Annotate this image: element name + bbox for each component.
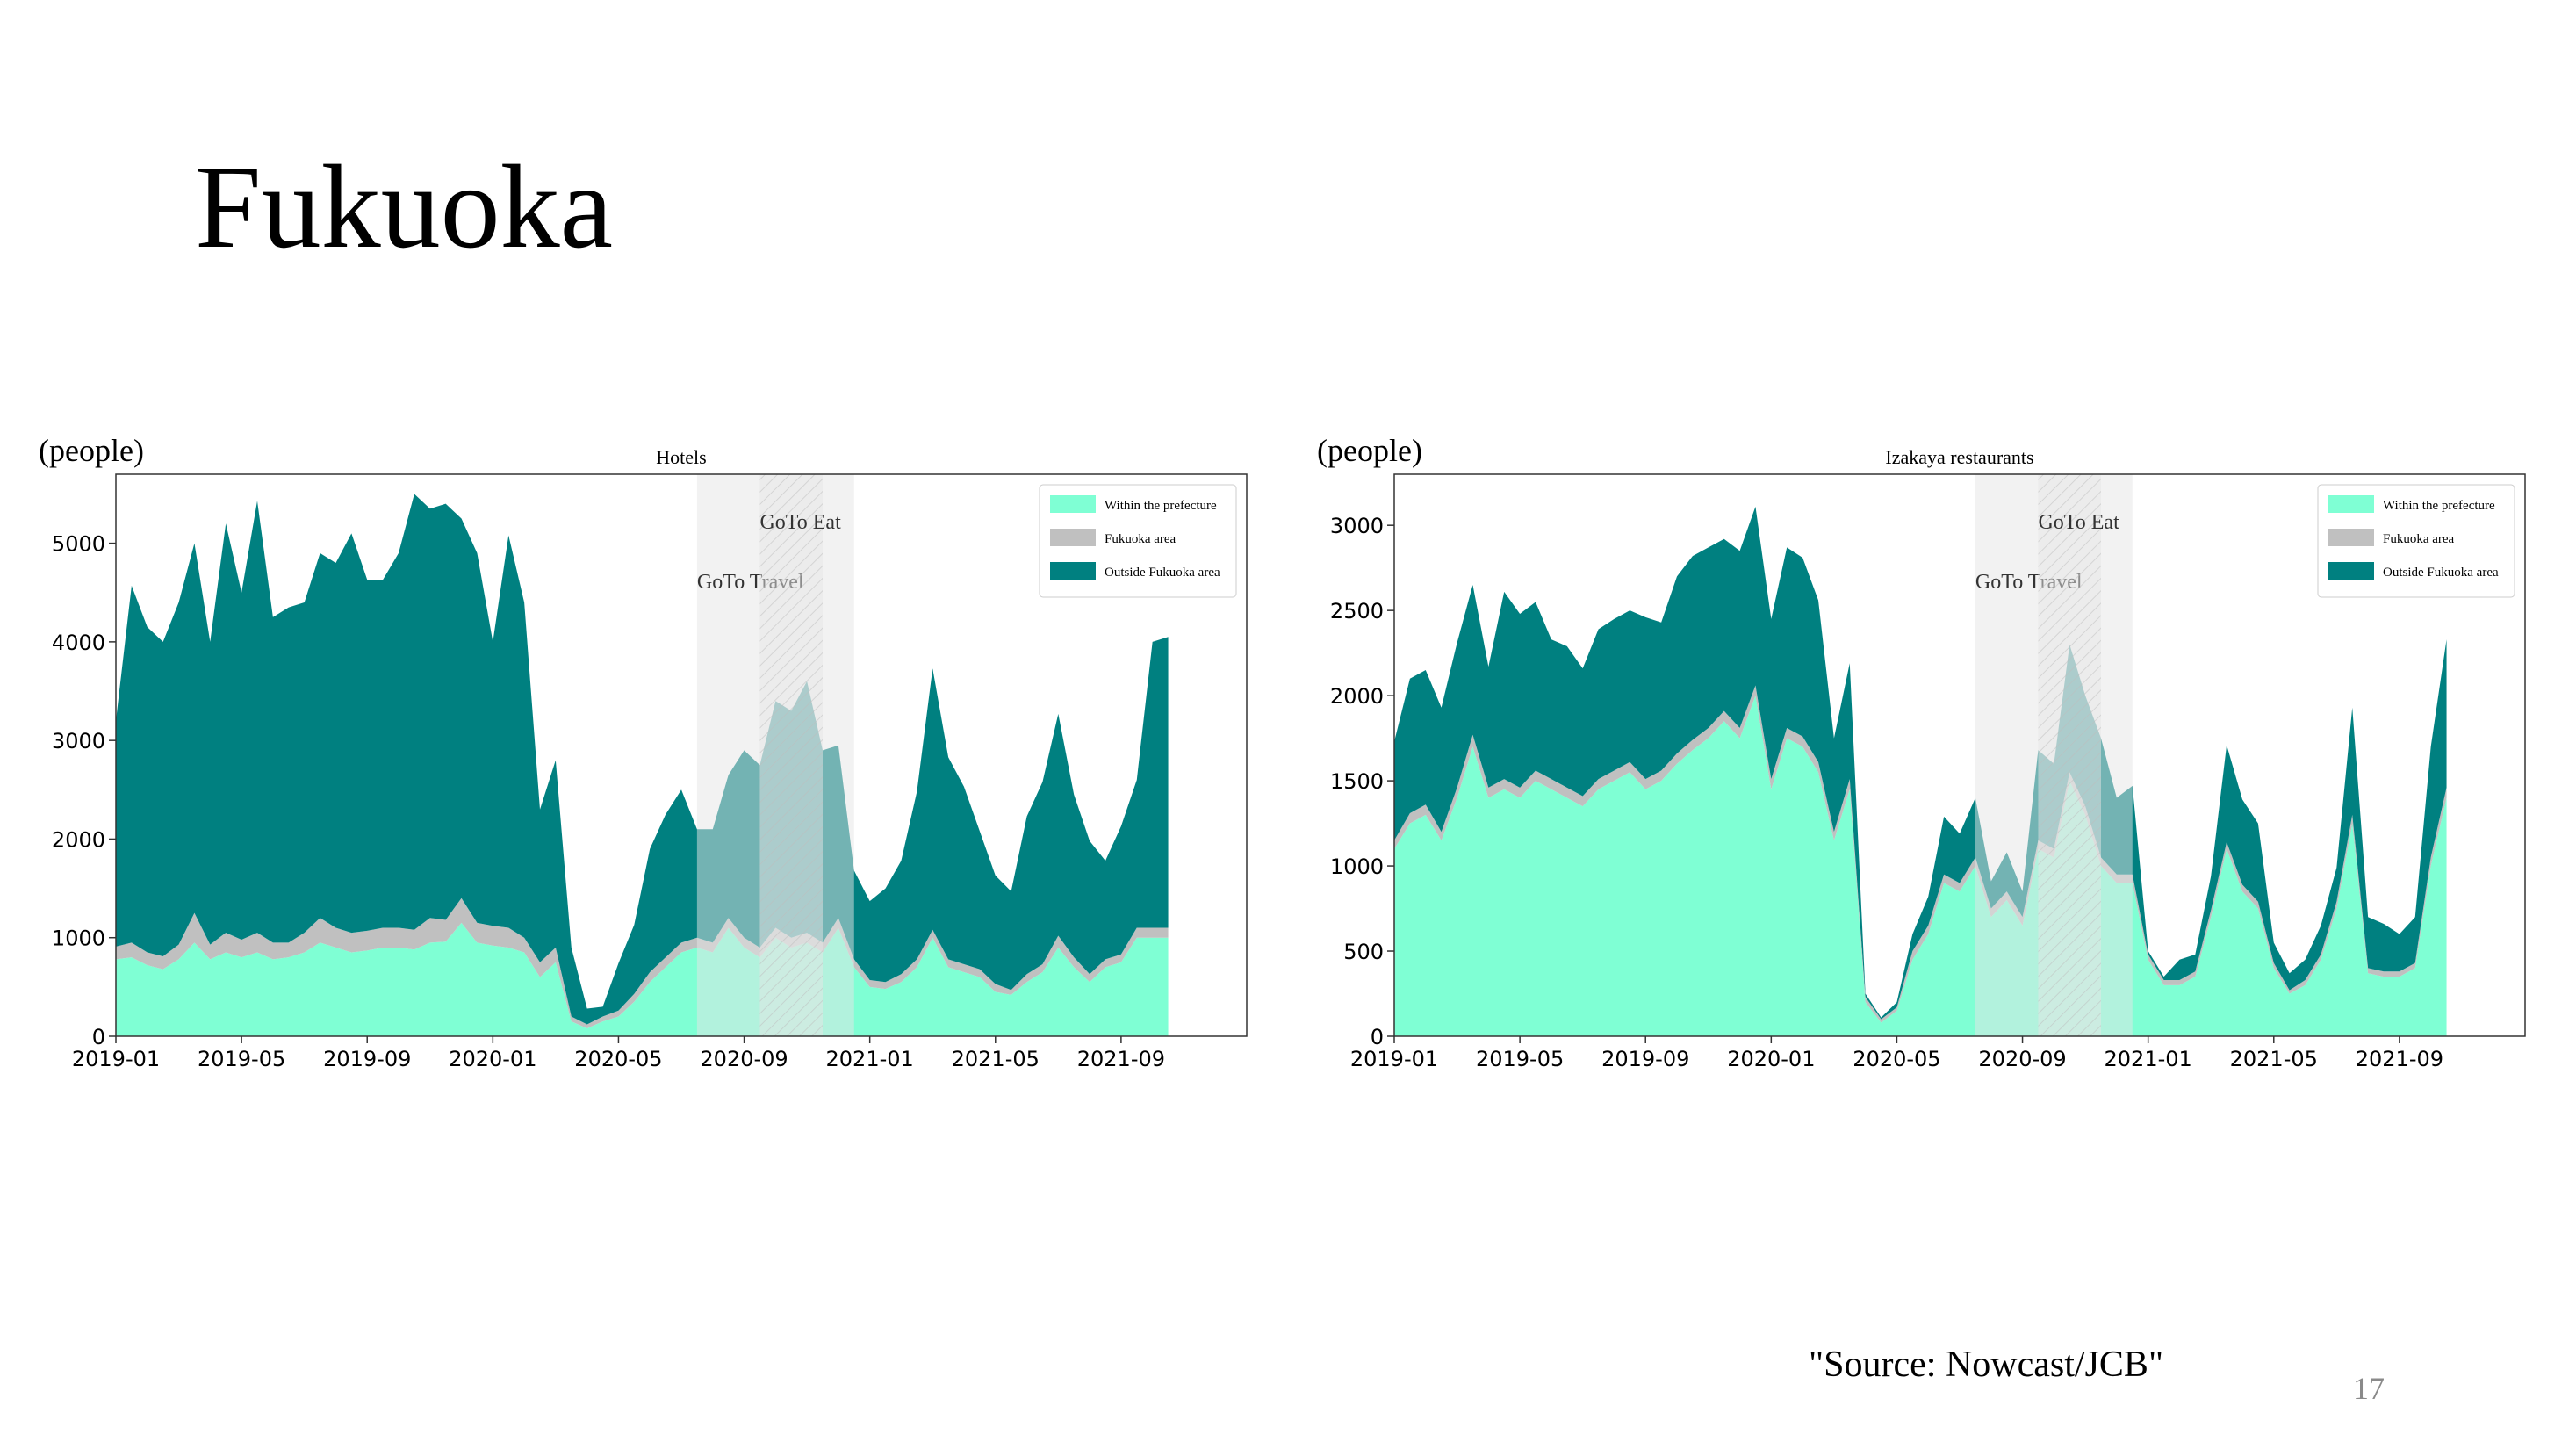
legend-swatch-within [1050, 495, 1096, 513]
chart-title: Izakaya restaurants [1885, 446, 2033, 468]
x-tick-label: 2020-09 [700, 1047, 788, 1071]
y-tick-label: 3000 [52, 729, 105, 753]
page-number: 17 [2353, 1371, 2385, 1406]
x-tick-label: 2020-05 [574, 1047, 662, 1071]
goto-label: GoTo Eat [2038, 511, 2119, 534]
x-tick-label: 2019-01 [72, 1047, 160, 1071]
legend-label-within: Within the prefecture [1105, 499, 1217, 513]
goto-label: GoTo Eat [759, 511, 841, 534]
legend-swatch-fukuoka-area [2328, 529, 2374, 546]
y-tick-label: 500 [1343, 940, 1384, 964]
legend-label-fukuoka-area: Fukuoka area [1105, 532, 1176, 546]
goto-eat-hatch [759, 474, 823, 1036]
legend-label-within: Within the prefecture [2383, 499, 2495, 513]
x-tick-label: 2021-05 [2230, 1047, 2318, 1071]
goto-eat-hatch [2038, 474, 2101, 1036]
y-tick-label: 2000 [52, 827, 105, 852]
y-tick-label: 3000 [1330, 514, 1384, 538]
y-tick-label: 0 [92, 1025, 105, 1049]
area-outside-fukuoka [1394, 506, 2447, 1020]
legend-swatch-outside-fukuoka [2328, 562, 2374, 580]
x-tick-label: 2019-09 [1601, 1047, 1689, 1071]
y-tick-label: 5000 [52, 532, 105, 557]
area-within [1394, 696, 2447, 1036]
chart-title: Hotels [656, 446, 706, 468]
x-tick-label: 2020-01 [1727, 1047, 1815, 1071]
area-fukuoka-area [116, 898, 1169, 1029]
plot-frame [115, 473, 1248, 1037]
x-tick-label: 2021-01 [2105, 1047, 2192, 1071]
area-within [116, 922, 1169, 1036]
y-tick-label: 0 [1371, 1025, 1384, 1049]
x-tick-label: 2021-01 [826, 1047, 914, 1071]
legend-label-outside-fukuoka: Outside Fukuoka area [2383, 566, 2499, 580]
x-tick-label: 2021-05 [952, 1047, 1040, 1071]
legend-label-outside-fukuoka: Outside Fukuoka area [1105, 566, 1220, 580]
legend-swatch-fukuoka-area [1050, 529, 1096, 546]
x-tick-label: 2021-09 [2356, 1047, 2443, 1071]
hotels-chart: (people) Hotels GoTo Travel GoTo Eat 0 1000 2… [35, 422, 1282, 1124]
legend-swatch-within [2328, 495, 2374, 513]
source-note: "Source: Nowcast/JCB" [1809, 1344, 2164, 1385]
y-unit-label: (people) [39, 433, 144, 468]
x-tick-label: 2021-09 [1077, 1047, 1165, 1071]
y-tick-label: 1000 [52, 926, 105, 951]
y-unit-label: (people) [1317, 433, 1422, 468]
plot-frame [1393, 473, 2526, 1037]
x-tick-label: 2019-09 [323, 1047, 411, 1071]
y-tick-label: 4000 [52, 631, 105, 655]
izakaya-chart: (people) Izakaya restaurants GoTo Travel G… [1313, 422, 2560, 1124]
legend-label-fukuoka-area: Fukuoka area [2383, 532, 2455, 546]
slide-title: Fukuoka [195, 141, 613, 273]
area-outside-fukuoka [116, 494, 1169, 1025]
legend-swatch-outside-fukuoka [1050, 562, 1096, 580]
x-tick-label: 2020-09 [1978, 1047, 2066, 1071]
x-tick-label: 2020-01 [449, 1047, 536, 1071]
y-tick-label: 2500 [1330, 599, 1384, 624]
y-tick-label: 1000 [1330, 854, 1384, 879]
x-tick-label: 2019-05 [1476, 1047, 1564, 1071]
y-tick-label: 2000 [1330, 684, 1384, 709]
y-tick-label: 1500 [1330, 769, 1384, 794]
x-tick-label: 2019-05 [198, 1047, 285, 1071]
x-tick-label: 2020-05 [1853, 1047, 1940, 1071]
x-tick-label: 2019-01 [1350, 1047, 1438, 1071]
